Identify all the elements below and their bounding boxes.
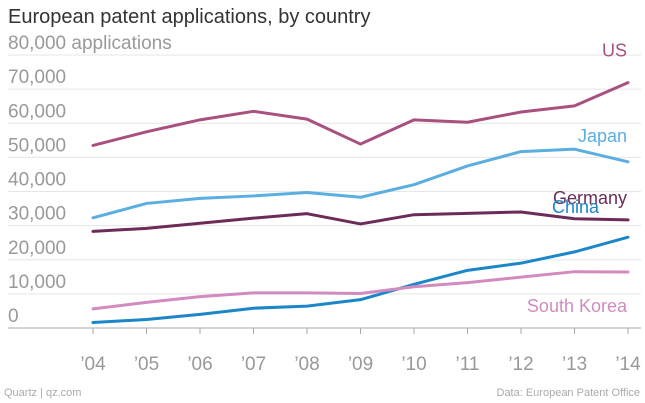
series-line-japan <box>91 147 630 220</box>
y-tick-label: 0 <box>8 306 19 327</box>
x-tick-label: ’10 <box>401 354 426 375</box>
chart-title: European patent applications, by country <box>8 6 371 28</box>
series-label-us: US <box>602 41 627 61</box>
series-label-germany: Germany <box>553 188 627 208</box>
x-tick-label: ’11 <box>456 354 480 375</box>
x-tick-label: ’13 <box>562 354 587 375</box>
x-tick-label: ’12 <box>508 354 533 375</box>
series-line-china <box>91 235 630 325</box>
series-label-japan: Japan <box>578 126 627 146</box>
x-tick-label: ’06 <box>187 354 212 375</box>
series-line-south-korea <box>91 270 630 311</box>
y-tick-label: 30,000 <box>8 204 66 225</box>
x-tick-label: ’09 <box>348 354 373 375</box>
series-line-germany <box>91 210 630 233</box>
y-tick-label: 70,000 <box>8 67 66 88</box>
x-tick-label: ’04 <box>80 354 106 375</box>
y-tick-label: 10,000 <box>8 272 66 293</box>
y-tick-label: 40,000 <box>8 170 66 191</box>
x-tick-label: ’14 <box>615 354 641 375</box>
y-tick-label: 60,000 <box>8 101 66 122</box>
series-label-china: China <box>552 197 600 217</box>
series-line-us <box>91 81 630 147</box>
credit-text: Quartz | qz.com <box>4 387 82 399</box>
y-tick-label: 80,000 applications <box>8 33 172 54</box>
y-tick-label: 50,000 <box>8 135 66 156</box>
y-tick-label: 20,000 <box>8 238 66 259</box>
x-tick-label: ’05 <box>134 354 159 375</box>
series-label-south-korea: South Korea <box>527 296 628 316</box>
x-tick-label: ’07 <box>241 354 266 375</box>
source-text: Data: European Patent Office <box>496 387 641 399</box>
x-tick-label: ’08 <box>294 354 319 375</box>
